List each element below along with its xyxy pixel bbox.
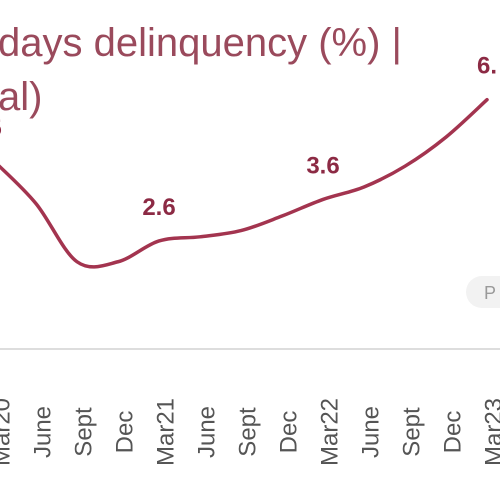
data-label: 3.6: [306, 152, 339, 179]
delinquency-series-line: [0, 97, 489, 269]
x-tick-label: June: [29, 406, 56, 458]
x-tick-label: Sept: [234, 407, 261, 457]
x-tick-label: Dec: [111, 411, 138, 454]
x-tick-labels: Mar20 June Sept Dec Mar21 June Sept Dec Mar22 Jun…: [0, 398, 500, 466]
badge-text: P: [484, 283, 496, 303]
x-tick-label: Mar20: [0, 398, 15, 466]
x-tick-label: Mar21: [152, 398, 179, 466]
data-label: 6.: [477, 53, 497, 80]
chart-title-line-2: al): [0, 75, 42, 119]
data-label: 5: [0, 115, 2, 142]
data-labels-layer: 5 2.6 3.6 6.: [0, 53, 497, 221]
badge: P: [466, 276, 500, 308]
x-tick-label: Sept: [70, 407, 97, 457]
x-tick-label: June: [357, 406, 384, 458]
x-tick-label: Dec: [439, 411, 466, 454]
x-tick-label: Mar22: [316, 398, 343, 466]
series-layer: [0, 97, 489, 269]
x-tick-label: Dec: [275, 411, 302, 454]
x-tick-label: June: [193, 406, 220, 458]
x-tick-label: Mar23: [480, 398, 500, 466]
chart-title-line-1: days delinquency (%) |: [0, 21, 402, 65]
x-tick-label: Sept: [398, 407, 425, 457]
badge-background: [466, 276, 500, 308]
data-label: 2.6: [142, 194, 175, 221]
